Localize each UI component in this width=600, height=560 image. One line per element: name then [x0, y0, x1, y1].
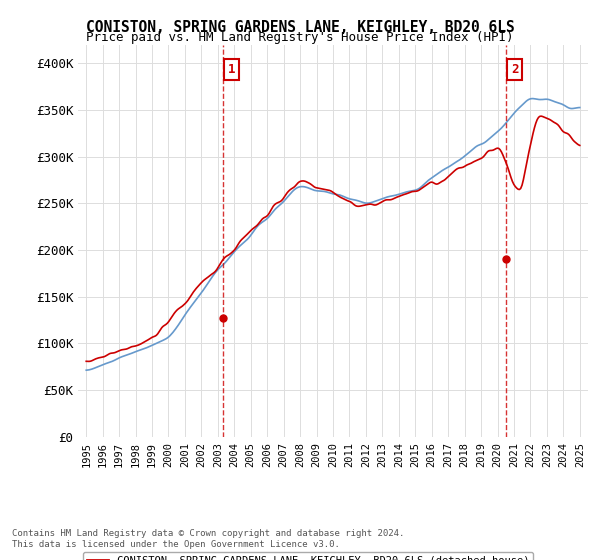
- Text: Price paid vs. HM Land Registry's House Price Index (HPI): Price paid vs. HM Land Registry's House …: [86, 31, 514, 44]
- Text: 2: 2: [511, 63, 518, 76]
- Text: CONISTON, SPRING GARDENS LANE, KEIGHLEY, BD20 6LS: CONISTON, SPRING GARDENS LANE, KEIGHLEY,…: [86, 20, 514, 35]
- Legend: CONISTON, SPRING GARDENS LANE, KEIGHLEY, BD20 6LS (detached house), HPI: Average: CONISTON, SPRING GARDENS LANE, KEIGHLEY,…: [83, 552, 533, 560]
- Text: Contains HM Land Registry data © Crown copyright and database right 2024.
This d: Contains HM Land Registry data © Crown c…: [12, 529, 404, 549]
- Text: 1: 1: [228, 63, 235, 76]
